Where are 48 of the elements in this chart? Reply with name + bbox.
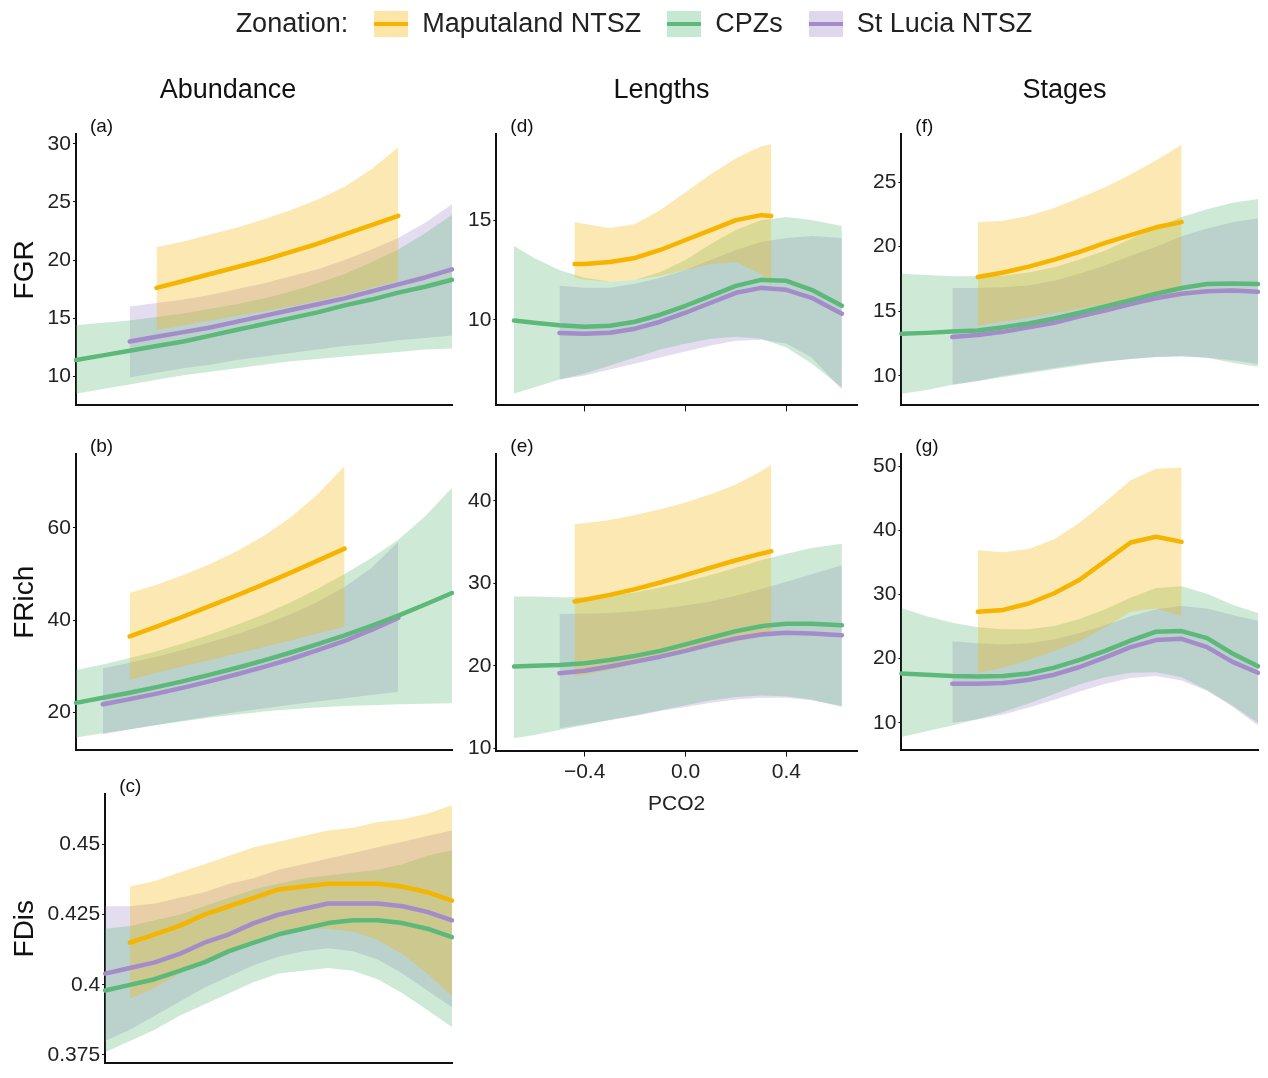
y-tick-label: 20 [468,652,492,676]
y-tick-label: 20 [47,246,71,270]
chart-title: Abundance [159,73,297,104]
y-tick-label: 15 [468,206,492,230]
y-tick-label: 60 [47,514,71,538]
y-axis-title: FRich [7,565,39,639]
y-tick-label: 25 [873,168,897,192]
y-tick-label: 0.45 [59,831,101,855]
chart-title: Stages [1022,73,1107,104]
x-tick-label: 0.0 [670,759,701,782]
y-tick-label: 25 [47,188,71,212]
y-tick-label: 50 [873,452,897,476]
y-tick-label: 20 [873,645,897,669]
chart-title: Lengths [613,73,710,104]
annotation: (a) [89,115,114,137]
y-tick-label: 40 [47,607,71,630]
legend-title: Zonation: [235,8,349,39]
x-axis-title: PCO2 [648,791,706,815]
legend-label: Maputaland NTSZ [422,8,642,39]
y-tick-label: 15 [873,297,897,321]
annotation: (f) [915,115,934,137]
y-tick-label: 20 [873,233,897,257]
annotation: (e) [510,434,534,456]
x-tick-label: 0.4 [771,759,802,782]
y-axis-title: FGR [7,240,39,300]
annotation: (g) [915,434,939,456]
y-tick-label: 10 [873,709,897,733]
y-tick-label: 40 [873,517,897,541]
y-tick-label: 10 [873,362,897,386]
y-tick-label: 0.375 [47,1041,101,1065]
y-tick-label: 10 [468,734,492,758]
annotation: (b) [89,434,114,456]
y-tick-label: 10 [468,306,492,330]
y-axis-title: FDis [7,899,39,958]
y-tick-label: 30 [873,581,897,605]
legend-label: St Lucia NTSZ [856,8,1033,39]
y-tick-label: 20 [47,699,71,723]
y-tick-label: 0.425 [47,901,101,925]
y-tick-label: 30 [468,570,492,594]
annotation: (c) [119,774,142,796]
x-tick-label: −0.4 [563,759,606,782]
y-tick-label: 15 [47,304,71,328]
annotation: (d) [510,115,534,137]
y-tick-label: 0.4 [70,971,101,995]
legend-label: CPZs [715,8,783,39]
y-tick-label: 30 [47,130,71,154]
y-tick-label: 10 [47,363,71,387]
y-tick-label: 40 [468,487,492,511]
